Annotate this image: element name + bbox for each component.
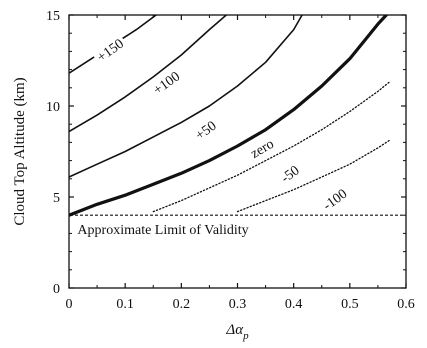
contour-label-bg: [148, 66, 184, 99]
contour-label-group: +150: [92, 34, 128, 66]
contour-label-group: -50: [274, 160, 305, 188]
y-tick-label: 15: [46, 9, 60, 24]
x-axis-title-subscript: p: [242, 330, 249, 342]
x-tick-label: 0.6: [397, 297, 415, 312]
limit-of-validity-label: Approximate Limit of Validity: [77, 223, 248, 238]
labels: Δαp Cloud Top Altitude (km) Approximate …: [12, 9, 415, 342]
x-axis-title: Δαp: [225, 322, 249, 342]
y-tick-label: 10: [46, 100, 60, 115]
contour-label-bg: [316, 183, 353, 215]
contour-line-4: [69, 15, 388, 217]
x-tick-label: 0.3: [229, 297, 247, 312]
contour-label-group: +50: [190, 116, 221, 144]
contour-line-6: [236, 139, 390, 213]
contour-line-3: [69, 15, 303, 178]
x-axis-title-main: Δα: [225, 322, 244, 338]
y-axis-title: Cloud Top Altitude (km): [12, 77, 28, 225]
x-tick-label: 0.1: [116, 297, 134, 312]
x-tick-label: 0.4: [285, 297, 303, 312]
contour-line-2: [69, 15, 228, 133]
contour-label-group: -100: [316, 183, 353, 215]
contour-label-bg: [243, 133, 281, 163]
axes: [68, 14, 407, 289]
contour-label-bg: [190, 116, 221, 144]
y-tick-label: 0: [53, 282, 60, 297]
x-tick-label: 0.5: [341, 297, 359, 312]
contour-label-bg: [274, 160, 305, 188]
plot-frame: [68, 14, 407, 289]
contour-label-bg: [92, 34, 128, 66]
contour-label-group: +100: [148, 66, 184, 99]
x-tick-label: 0.2: [173, 297, 191, 312]
y-tick-label: 5: [53, 191, 60, 206]
x-tick-label: 0: [66, 297, 73, 312]
contour-line-5: [152, 81, 390, 213]
